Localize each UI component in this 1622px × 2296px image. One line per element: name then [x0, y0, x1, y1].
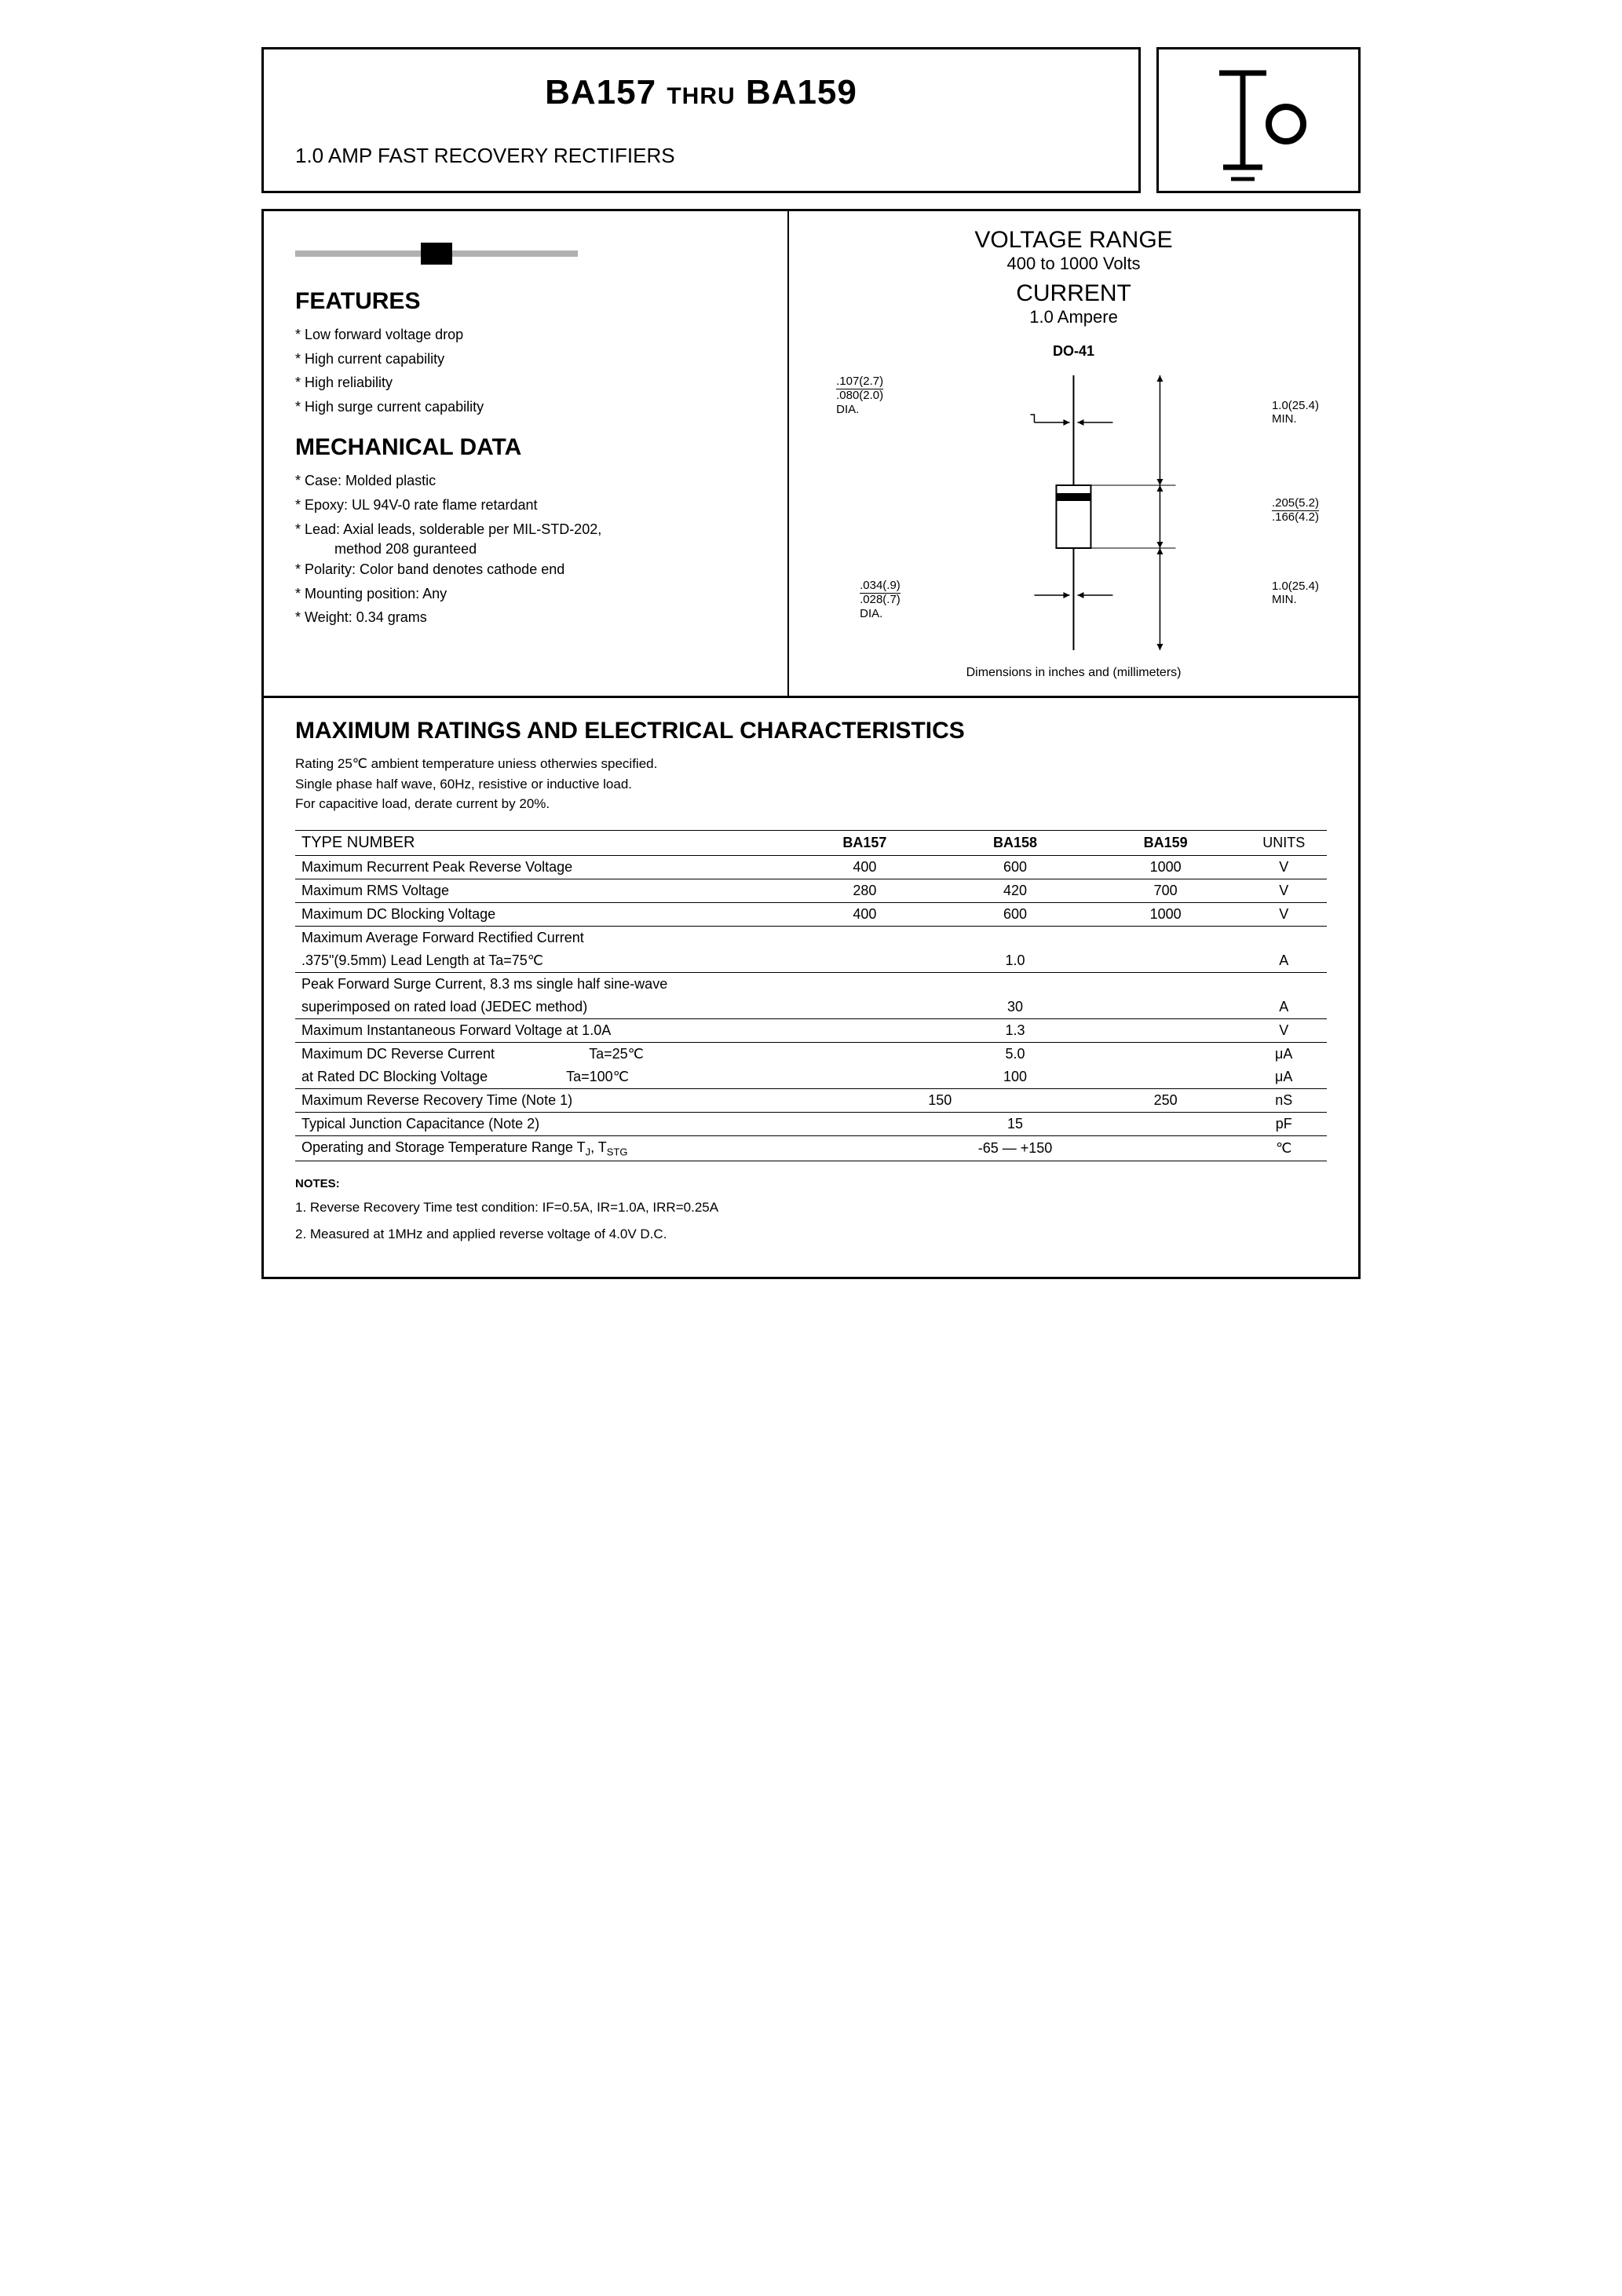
table-row: Maximum DC Blocking Voltage 400 600 1000… [295, 902, 1327, 926]
mech-item: Mounting position: Any [295, 582, 756, 606]
dim-body-len: .205(5.2) .166(4.2) [1272, 497, 1319, 524]
table-row: at Rated DC Blocking VoltageTa=100℃ 100 … [295, 1066, 1327, 1089]
mech-item: Weight: 0.34 grams [295, 605, 756, 630]
features-list: Low forward voltage drop High current ca… [295, 323, 756, 419]
title-part1: BA157 [545, 73, 656, 112]
title-part2: BA159 [746, 73, 857, 112]
dim-lead-len2: 1.0(25.4) [1272, 579, 1319, 593]
table-row: Maximum RMS Voltage 280 420 700 V [295, 879, 1327, 902]
col-ba159: BA159 [1090, 830, 1241, 855]
logo-box [1156, 47, 1361, 193]
mech-item: Lead: Axial leads, solderable per MIL-ST… [295, 517, 756, 542]
col-ba157: BA157 [790, 830, 941, 855]
table-row: Maximum Average Forward Rectified Curren… [295, 926, 1327, 949]
dim-min: MIN. [1272, 412, 1319, 426]
dim-lead-dia: .107(2.7) .080(2.0) [836, 375, 883, 402]
feature-item: High surge current capability [295, 395, 756, 419]
features-heading: FEATURES [295, 288, 756, 315]
subtitle: 1.0 AMP FAST RECOVERY RECTIFIERS [295, 144, 1107, 168]
table-row: Operating and Storage Temperature Range … [295, 1135, 1327, 1161]
note-1: 1. Reverse Recovery Time test condition:… [295, 1200, 1327, 1216]
table-row: Maximum Reverse Recovery Time (Note 1) 1… [295, 1088, 1327, 1112]
ratings-conditions: Rating 25℃ ambient temperature uniess ot… [295, 754, 1327, 814]
mechanical-list: Case: Molded plastic Epoxy: UL 94V-0 rat… [295, 469, 756, 541]
feature-item: Low forward voltage drop [295, 323, 756, 347]
mechanical-heading: MECHANICAL DATA [295, 434, 756, 461]
dim-dia-label2: DIA. [860, 607, 901, 620]
dim-lead-len: 1.0(25.4) [1272, 399, 1319, 412]
col-units: UNITS [1240, 830, 1327, 855]
logo-icon [1204, 49, 1313, 191]
voltage-value: 400 to 1000 Volts [813, 254, 1335, 274]
current-label: CURRENT [813, 280, 1335, 307]
voltage-label: VOLTAGE RANGE [813, 227, 1335, 254]
mech-indent: method 208 guranteed [295, 541, 756, 558]
notes-label: NOTES: [295, 1177, 1327, 1190]
col-ba158: BA158 [940, 830, 1090, 855]
mech-item: Case: Molded plastic [295, 469, 756, 493]
feature-item: High current capability [295, 347, 756, 371]
mech-item: Epoxy: UL 94V-0 rate flame retardant [295, 493, 756, 517]
dim-dia-label: DIA. [836, 403, 883, 416]
voltage-block: VOLTAGE RANGE 400 to 1000 Volts CURRENT … [813, 227, 1335, 327]
table-row: Typical Junction Capacitance (Note 2) 15… [295, 1112, 1327, 1135]
title-box: BA157 THRU BA159 1.0 AMP FAST RECOVERY R… [261, 47, 1141, 193]
diode-graphic [295, 243, 756, 265]
table-row: Maximum DC Reverse CurrentTa=25℃ 5.0 μA [295, 1042, 1327, 1066]
type-number-label: TYPE NUMBER [295, 830, 790, 855]
package-name: DO-41 [813, 343, 1335, 360]
table-row: Peak Forward Surge Current, 8.3 ms singl… [295, 972, 1327, 996]
feature-item: High reliability [295, 371, 756, 395]
table-row: .375"(9.5mm) Lead Length at Ta=75℃ 1.0 A [295, 949, 1327, 973]
main-title: BA157 THRU BA159 [295, 73, 1107, 112]
title-thru: THRU [667, 83, 735, 109]
note-2: 2. Measured at 1MHz and applied reverse … [295, 1227, 1327, 1242]
table-row: superimposed on rated load (JEDEC method… [295, 996, 1327, 1019]
mech-item: Polarity: Color band denotes cathode end [295, 558, 756, 582]
table-row: Maximum Instantaneous Forward Voltage at… [295, 1018, 1327, 1042]
dim-min2: MIN. [1272, 593, 1319, 606]
current-value: 1.0 Ampere [813, 307, 1335, 327]
ratings-table: TYPE NUMBER BA157 BA158 BA159 UNITS Maxi… [295, 830, 1327, 1162]
package-diagram: .107(2.7) .080(2.0) DIA. 1.0(25.4) MIN. … [813, 360, 1335, 658]
dim-caption: Dimensions in inches and (millimeters) [813, 666, 1335, 680]
mechanical-list-2: Polarity: Color band denotes cathode end… [295, 558, 756, 630]
dim-body-dia: .034(.9) .028(.7) [860, 579, 901, 606]
table-row: Maximum Recurrent Peak Reverse Voltage 4… [295, 855, 1327, 879]
ratings-heading: MAXIMUM RATINGS AND ELECTRICAL CHARACTER… [295, 718, 1327, 744]
